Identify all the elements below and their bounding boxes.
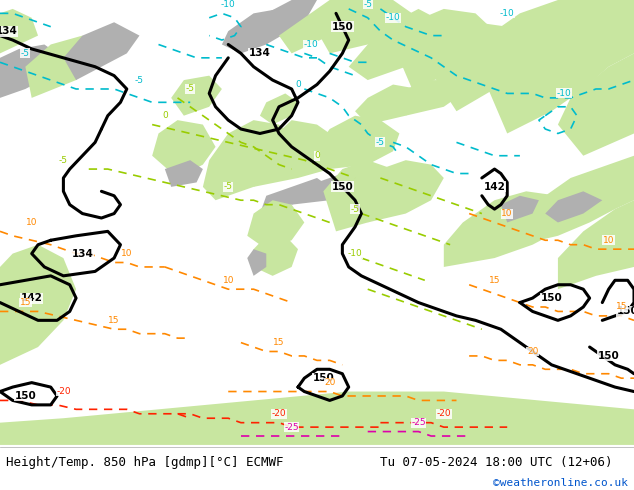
Polygon shape (349, 9, 444, 80)
Polygon shape (482, 0, 634, 133)
Text: -25: -25 (411, 418, 426, 427)
Text: -25: -25 (284, 422, 299, 432)
Polygon shape (317, 0, 412, 53)
Text: 0: 0 (162, 111, 168, 120)
Polygon shape (558, 53, 634, 156)
Polygon shape (222, 9, 292, 53)
Polygon shape (317, 116, 399, 169)
Polygon shape (361, 160, 444, 222)
Text: -20: -20 (56, 387, 71, 396)
Text: -5: -5 (21, 49, 30, 58)
Text: 10: 10 (501, 209, 513, 218)
Polygon shape (254, 120, 342, 187)
Text: 150: 150 (541, 293, 562, 303)
Polygon shape (501, 196, 539, 222)
Polygon shape (0, 392, 634, 445)
Text: -20: -20 (271, 409, 287, 418)
Polygon shape (171, 75, 222, 116)
Text: 0: 0 (295, 80, 301, 89)
Text: -5: -5 (351, 205, 359, 214)
Text: 150: 150 (598, 351, 619, 361)
Polygon shape (545, 191, 602, 222)
Text: 15: 15 (489, 276, 500, 285)
Polygon shape (254, 0, 317, 45)
Text: 150: 150 (332, 182, 353, 192)
Polygon shape (520, 156, 634, 245)
Text: Height/Temp. 850 hPa [gdmp][°C] ECMWF: Height/Temp. 850 hPa [gdmp][°C] ECMWF (6, 456, 284, 468)
Text: 0: 0 (314, 151, 320, 160)
Polygon shape (558, 200, 634, 289)
Polygon shape (0, 245, 76, 365)
Text: -5: -5 (186, 84, 195, 94)
Polygon shape (393, 9, 495, 89)
Text: 20: 20 (324, 378, 335, 387)
Polygon shape (292, 173, 361, 205)
Text: -10: -10 (303, 40, 318, 49)
Text: 142: 142 (21, 293, 42, 303)
Text: 10: 10 (603, 236, 614, 245)
Polygon shape (260, 94, 298, 124)
Text: -10: -10 (347, 249, 363, 258)
Polygon shape (152, 120, 216, 178)
Text: -20: -20 (436, 409, 451, 418)
Polygon shape (444, 191, 571, 267)
Polygon shape (279, 0, 368, 53)
Text: -10: -10 (557, 89, 572, 98)
Text: -10: -10 (500, 9, 515, 18)
Text: -5: -5 (376, 138, 385, 147)
Text: 134: 134 (0, 26, 17, 36)
Text: 134: 134 (249, 49, 271, 58)
Text: 10: 10 (223, 276, 234, 285)
Text: Tu 07-05-2024 18:00 UTC (12+06): Tu 07-05-2024 18:00 UTC (12+06) (380, 456, 613, 468)
Text: 150: 150 (15, 391, 36, 401)
Text: 150: 150 (332, 22, 353, 32)
Text: 10: 10 (26, 218, 37, 227)
Text: -10: -10 (385, 13, 401, 23)
Polygon shape (247, 200, 304, 249)
Polygon shape (25, 36, 101, 98)
Text: -5: -5 (135, 75, 144, 85)
Polygon shape (425, 22, 533, 111)
Text: -5: -5 (363, 0, 372, 9)
Text: -5: -5 (59, 156, 68, 165)
Polygon shape (203, 120, 298, 200)
Text: -5: -5 (224, 182, 233, 192)
Polygon shape (355, 85, 425, 124)
Polygon shape (406, 80, 463, 116)
Text: 10: 10 (121, 249, 133, 258)
Text: 142: 142 (484, 182, 505, 192)
Polygon shape (323, 160, 406, 231)
Text: 150: 150 (617, 306, 634, 317)
Text: 15: 15 (108, 316, 120, 325)
Polygon shape (165, 160, 203, 187)
Polygon shape (0, 45, 63, 98)
Polygon shape (254, 236, 298, 276)
Polygon shape (247, 249, 266, 276)
Text: 20: 20 (527, 347, 538, 356)
Text: 15: 15 (616, 302, 627, 312)
Text: 134: 134 (72, 248, 93, 259)
Text: -10: -10 (221, 0, 236, 9)
Text: 15: 15 (273, 338, 285, 347)
Polygon shape (260, 178, 330, 214)
Polygon shape (0, 9, 38, 53)
Polygon shape (63, 22, 139, 80)
Text: 150: 150 (313, 373, 334, 383)
Text: ©weatheronline.co.uk: ©weatheronline.co.uk (493, 478, 628, 488)
Text: 15: 15 (20, 298, 31, 307)
